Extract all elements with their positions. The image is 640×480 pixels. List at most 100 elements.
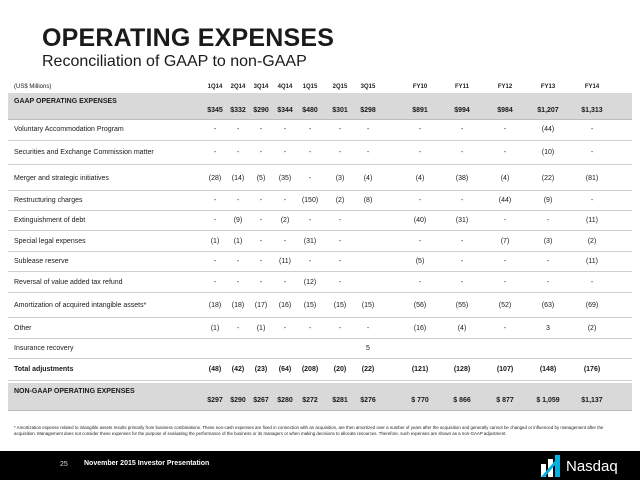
- column-header: 4Q14: [277, 84, 293, 90]
- table-cell: -: [236, 279, 240, 286]
- table-cell: -: [338, 279, 342, 286]
- table-cell: -: [236, 197, 240, 204]
- table-cell: (18): [231, 302, 245, 309]
- table-cell: -: [283, 197, 287, 204]
- column-header: 2Q15: [332, 84, 348, 90]
- table-cell: (8): [363, 197, 373, 204]
- table-cell: -: [236, 126, 240, 133]
- table-cell: $994: [454, 107, 470, 114]
- table-cell: -: [338, 126, 342, 133]
- table-cell: $276: [360, 397, 376, 404]
- nasdaq-logo: Nasdaq: [540, 454, 618, 478]
- table-cell: -: [546, 258, 550, 265]
- table-cell: (5): [256, 175, 266, 182]
- table-cell: (64): [278, 366, 292, 373]
- table-cell: -: [283, 279, 287, 286]
- presentation-title: November 2015 Investor Presentation: [84, 460, 210, 467]
- table-cell: $984: [497, 107, 513, 114]
- table-cell: $301: [332, 107, 348, 114]
- table-cell: $891: [412, 107, 428, 114]
- table-cell: (44): [541, 126, 555, 133]
- table-row: Reversal of value added tax refund - - - - (1…: [8, 274, 632, 293]
- table-cell: -: [213, 217, 217, 224]
- table-cell: -: [259, 149, 263, 156]
- table-cell: -: [418, 126, 422, 133]
- footer-bar: [0, 451, 640, 480]
- row-label: Restructuring charges: [14, 197, 83, 204]
- table-cell: -: [308, 175, 312, 182]
- table-row: Extinguishment of debt - (9) - (2) - - (40) (31)…: [8, 213, 632, 231]
- table-cell: (31): [455, 217, 469, 224]
- table-cell: (40): [413, 217, 427, 224]
- row-label: Insurance recovery: [14, 345, 74, 352]
- table-cell: 3: [546, 325, 550, 332]
- table-cell: (1): [233, 238, 243, 245]
- table-cell: (4): [415, 175, 425, 182]
- table-cell: (48): [208, 366, 222, 373]
- table-cell: $267: [253, 397, 269, 404]
- page-number: 25: [60, 461, 68, 468]
- table-cell: -: [213, 258, 217, 265]
- table-cell: $1,137: [581, 397, 603, 404]
- table-cell: -: [503, 126, 507, 133]
- table-cell: (11): [586, 217, 598, 224]
- table-cell: $ 877: [496, 397, 514, 404]
- table-cell: (2): [335, 197, 345, 204]
- table-row: Merger and strategic initiatives (28) (14)…: [8, 168, 632, 191]
- row-label: Special legal expenses: [14, 238, 86, 245]
- table-cell: (15): [303, 302, 317, 309]
- row-label: Merger and strategic initiatives: [14, 175, 109, 182]
- table-row: Securities and Exchange Commission matte…: [8, 143, 632, 165]
- table-cell: -: [236, 258, 240, 265]
- table-cell: -: [283, 126, 287, 133]
- table-row: Total adjustments (48) (42) (23) (64) (208) (2…: [8, 361, 632, 381]
- table-row: Other (1) - (1) - - - - (16) (4) - 3 (2): [8, 320, 632, 339]
- table-cell: -: [418, 197, 422, 204]
- row-label: Total adjustments: [14, 366, 74, 373]
- table-cell: (9): [233, 217, 243, 224]
- column-header: FY13: [540, 84, 556, 90]
- table-cell: -: [366, 149, 370, 156]
- table-cell: $480: [302, 107, 318, 114]
- table-cell: -: [259, 279, 263, 286]
- table-row: Restructuring charges - - - - (150) (2) (8) - - (4…: [8, 193, 632, 211]
- table-cell: (5): [415, 258, 425, 265]
- table-cell: (3): [543, 238, 553, 245]
- table-cell: (4): [457, 325, 467, 332]
- table-cell: (1): [210, 325, 220, 332]
- table-cell: -: [503, 217, 507, 224]
- table-row: Voluntary Accommodation Program - - - - - - - - -…: [8, 121, 632, 141]
- table-cell: -: [460, 258, 464, 265]
- table-cell: $272: [302, 397, 318, 404]
- table-cell: (7): [500, 238, 510, 245]
- table-cell: (1): [210, 238, 220, 245]
- table-cell: $332: [230, 107, 246, 114]
- table-cell: -: [283, 149, 287, 156]
- table-cell: (55): [455, 302, 469, 309]
- table-cell: -: [460, 238, 464, 245]
- table-cell: -: [590, 149, 594, 156]
- table-cell: -: [283, 325, 287, 332]
- table-cell: -: [590, 197, 594, 204]
- table-cell: -: [418, 279, 422, 286]
- table-cell: -: [213, 197, 217, 204]
- table-cell: (20): [333, 366, 347, 373]
- table-cell: -: [418, 238, 422, 245]
- table-cell: (18): [208, 302, 222, 309]
- row-label: Voluntary Accommodation Program: [14, 126, 124, 133]
- table-cell: (128): [453, 366, 471, 373]
- table-cell: (38): [455, 175, 469, 182]
- table-cell: (44): [498, 197, 512, 204]
- table-cell: -: [259, 197, 263, 204]
- table-cell: $290: [230, 397, 246, 404]
- table-cell: $344: [277, 107, 293, 114]
- footnote: * Amortization expense related to intang…: [14, 425, 604, 436]
- table-cell: (35): [278, 175, 292, 182]
- table-cell: -: [259, 238, 263, 245]
- table-cell: (11): [586, 258, 598, 265]
- row-label: Extinguishment of debt: [14, 217, 86, 224]
- table-cell: -: [460, 126, 464, 133]
- table-cell: (2): [587, 325, 597, 332]
- table-cell: -: [308, 325, 312, 332]
- table-cell: -: [546, 279, 550, 286]
